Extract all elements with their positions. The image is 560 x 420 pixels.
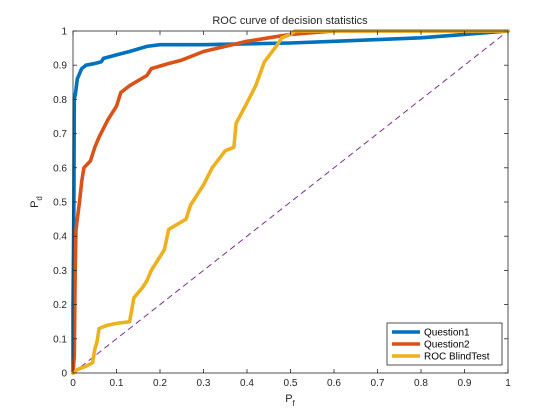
y-tick-label: 0 — [61, 369, 67, 380]
y-tick-label: 0.3 — [53, 266, 67, 277]
x-axis-label: Pf — [285, 393, 295, 408]
y-axis-label: Pd — [29, 196, 44, 208]
y-tick-label: 0.6 — [53, 163, 67, 174]
chart-title: ROC curve of decision statistics — [212, 15, 368, 27]
y-tick-label: 0.7 — [53, 129, 67, 140]
y-tick-label: 0.1 — [53, 334, 67, 345]
reference-line-layer — [72, 30, 509, 374]
legend-entry-label: Question1 — [424, 328, 470, 339]
x-axis-label-sub: f — [293, 399, 296, 408]
x-axis-ticks: 0 0.1 0.2 0.3 0.4 0.5 0.6 0.7 0.8 0.9 1 — [70, 31, 511, 389]
y-tick-label: 0.2 — [53, 300, 67, 311]
x-tick-label: 0.3 — [197, 378, 211, 389]
series-layer — [71, 29, 510, 375]
y-axis-label-group: Pd — [29, 196, 44, 208]
y-axis-ticks: 0 0.1 0.2 0.3 0.4 0.5 0.6 0.7 0.8 0.9 1 — [53, 27, 508, 380]
legend-entry-label: ROC BlindTest — [424, 352, 490, 363]
y-axis-label-sub: d — [35, 196, 44, 200]
x-tick-label: 0.4 — [240, 378, 254, 389]
x-axis-label-main: P — [285, 393, 292, 405]
series-line-question2 — [71, 29, 510, 375]
series-line-roc-blindtest — [71, 29, 510, 375]
x-tick-label: 0.2 — [153, 378, 167, 389]
x-tick-label: 0.9 — [458, 378, 472, 389]
x-tick-label: 0.5 — [284, 378, 298, 389]
x-tick-label: 0.1 — [110, 378, 124, 389]
y-tick-label: 0.4 — [53, 232, 67, 243]
y-tick-label: 0.9 — [53, 61, 67, 72]
y-tick-label: 0.5 — [53, 198, 67, 209]
x-tick-label: 0.8 — [414, 378, 428, 389]
legend-entry-label: Question2 — [424, 340, 470, 351]
x-tick-label: 0.7 — [371, 378, 385, 389]
y-tick-label: 1 — [61, 27, 67, 38]
reference-diagonal-line — [72, 30, 509, 374]
x-tick-label: 1 — [505, 378, 511, 389]
x-tick-label: 0.6 — [327, 378, 341, 389]
x-tick-label: 0 — [70, 378, 76, 389]
y-axis-label-main: P — [29, 201, 41, 208]
y-tick-label: 0.8 — [53, 95, 67, 106]
series-line-question1 — [71, 29, 510, 375]
